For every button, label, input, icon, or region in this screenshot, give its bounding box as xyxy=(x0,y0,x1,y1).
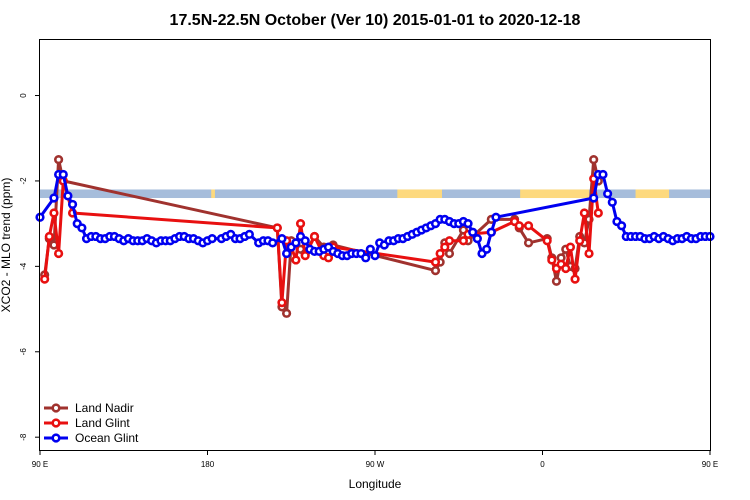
data-point xyxy=(551,276,562,286)
data-point xyxy=(523,238,534,248)
data-point xyxy=(584,248,594,259)
data-point xyxy=(486,227,496,237)
data-point xyxy=(277,298,287,308)
data-point xyxy=(40,274,50,284)
land-segment xyxy=(397,189,442,199)
data-point xyxy=(472,233,482,244)
data-point xyxy=(523,221,534,231)
data-point xyxy=(458,236,469,246)
data-point xyxy=(575,236,585,246)
x-tick-label: 90 E xyxy=(702,460,718,469)
data-point xyxy=(593,208,603,218)
data-point xyxy=(430,257,441,267)
x-tick-label: 180 xyxy=(201,460,215,469)
series-ocean-glint xyxy=(35,169,715,263)
legend-marker xyxy=(51,403,61,413)
data-point xyxy=(63,191,73,201)
y-axis-label: XCO2 - MLO trend (ppm) xyxy=(0,178,13,313)
data-point xyxy=(468,227,478,237)
land-ocean-band xyxy=(40,189,710,199)
chart-title: 17.5N-22.5N October (Ver 10) 2015-01-01 … xyxy=(170,12,581,29)
data-point xyxy=(570,274,580,284)
data-point xyxy=(67,199,78,210)
data-point xyxy=(323,253,334,263)
land-segment xyxy=(211,189,215,199)
data-point xyxy=(561,263,571,274)
data-point xyxy=(272,223,282,233)
data-point xyxy=(435,248,445,259)
data-point xyxy=(277,233,287,244)
data-point xyxy=(370,251,380,261)
data-point xyxy=(598,169,608,180)
legend-label: Land Glint xyxy=(75,416,130,430)
legend-label: Ocean Glint xyxy=(75,431,139,445)
x-tick-label: 90 E xyxy=(32,460,48,469)
data-point xyxy=(547,255,557,265)
x-axis: 90 E 180 90 W 0 90 E xyxy=(32,450,718,469)
data-point xyxy=(309,231,320,242)
data-point xyxy=(77,223,87,233)
series-layer xyxy=(35,154,715,318)
legend-marker xyxy=(51,433,61,443)
x-axis-label: Longitude xyxy=(349,477,402,491)
y-tick-label: -2 xyxy=(19,177,28,185)
data-point xyxy=(291,238,301,248)
data-point xyxy=(281,308,292,318)
data-point xyxy=(365,244,375,254)
data-point xyxy=(361,253,371,263)
data-point xyxy=(444,236,455,246)
y-tick-label: -4 xyxy=(19,262,28,270)
data-point xyxy=(44,231,54,242)
data-point xyxy=(207,233,217,244)
data-point xyxy=(430,266,441,276)
data-point xyxy=(589,154,599,165)
data-point xyxy=(54,154,64,165)
y-tick-label: 0 xyxy=(19,93,28,98)
data-point xyxy=(603,189,613,199)
data-point xyxy=(579,208,589,218)
x-tick-label: 90 W xyxy=(366,460,385,469)
data-point xyxy=(295,219,306,229)
data-point xyxy=(49,193,59,203)
data-point xyxy=(291,255,301,265)
data-point xyxy=(607,197,617,207)
data-point xyxy=(589,193,599,203)
data-point xyxy=(54,248,64,259)
data-point xyxy=(49,208,59,218)
x-tick-label: 0 xyxy=(540,460,545,469)
ocean-band xyxy=(40,189,710,199)
data-point xyxy=(440,242,450,252)
data-point xyxy=(463,219,473,229)
data-point xyxy=(58,169,68,180)
y-tick-label: -8 xyxy=(19,433,28,441)
data-point xyxy=(300,251,310,261)
legend-label: Land Nadir xyxy=(75,401,134,415)
data-point xyxy=(491,212,501,222)
data-point xyxy=(616,221,627,231)
data-point xyxy=(542,236,552,246)
data-point xyxy=(444,248,455,259)
data-point xyxy=(281,248,292,259)
data-point xyxy=(482,244,492,254)
land-segment xyxy=(520,189,590,199)
land-segment xyxy=(635,189,670,199)
data-point xyxy=(268,238,278,248)
y-axis: 0 -2 -4 -6 -8 xyxy=(19,93,40,441)
data-point xyxy=(514,221,524,231)
data-point xyxy=(244,229,254,239)
y-tick-label: -6 xyxy=(19,348,28,356)
legend-marker xyxy=(51,418,61,428)
data-point xyxy=(565,242,576,252)
data-point xyxy=(300,236,310,246)
